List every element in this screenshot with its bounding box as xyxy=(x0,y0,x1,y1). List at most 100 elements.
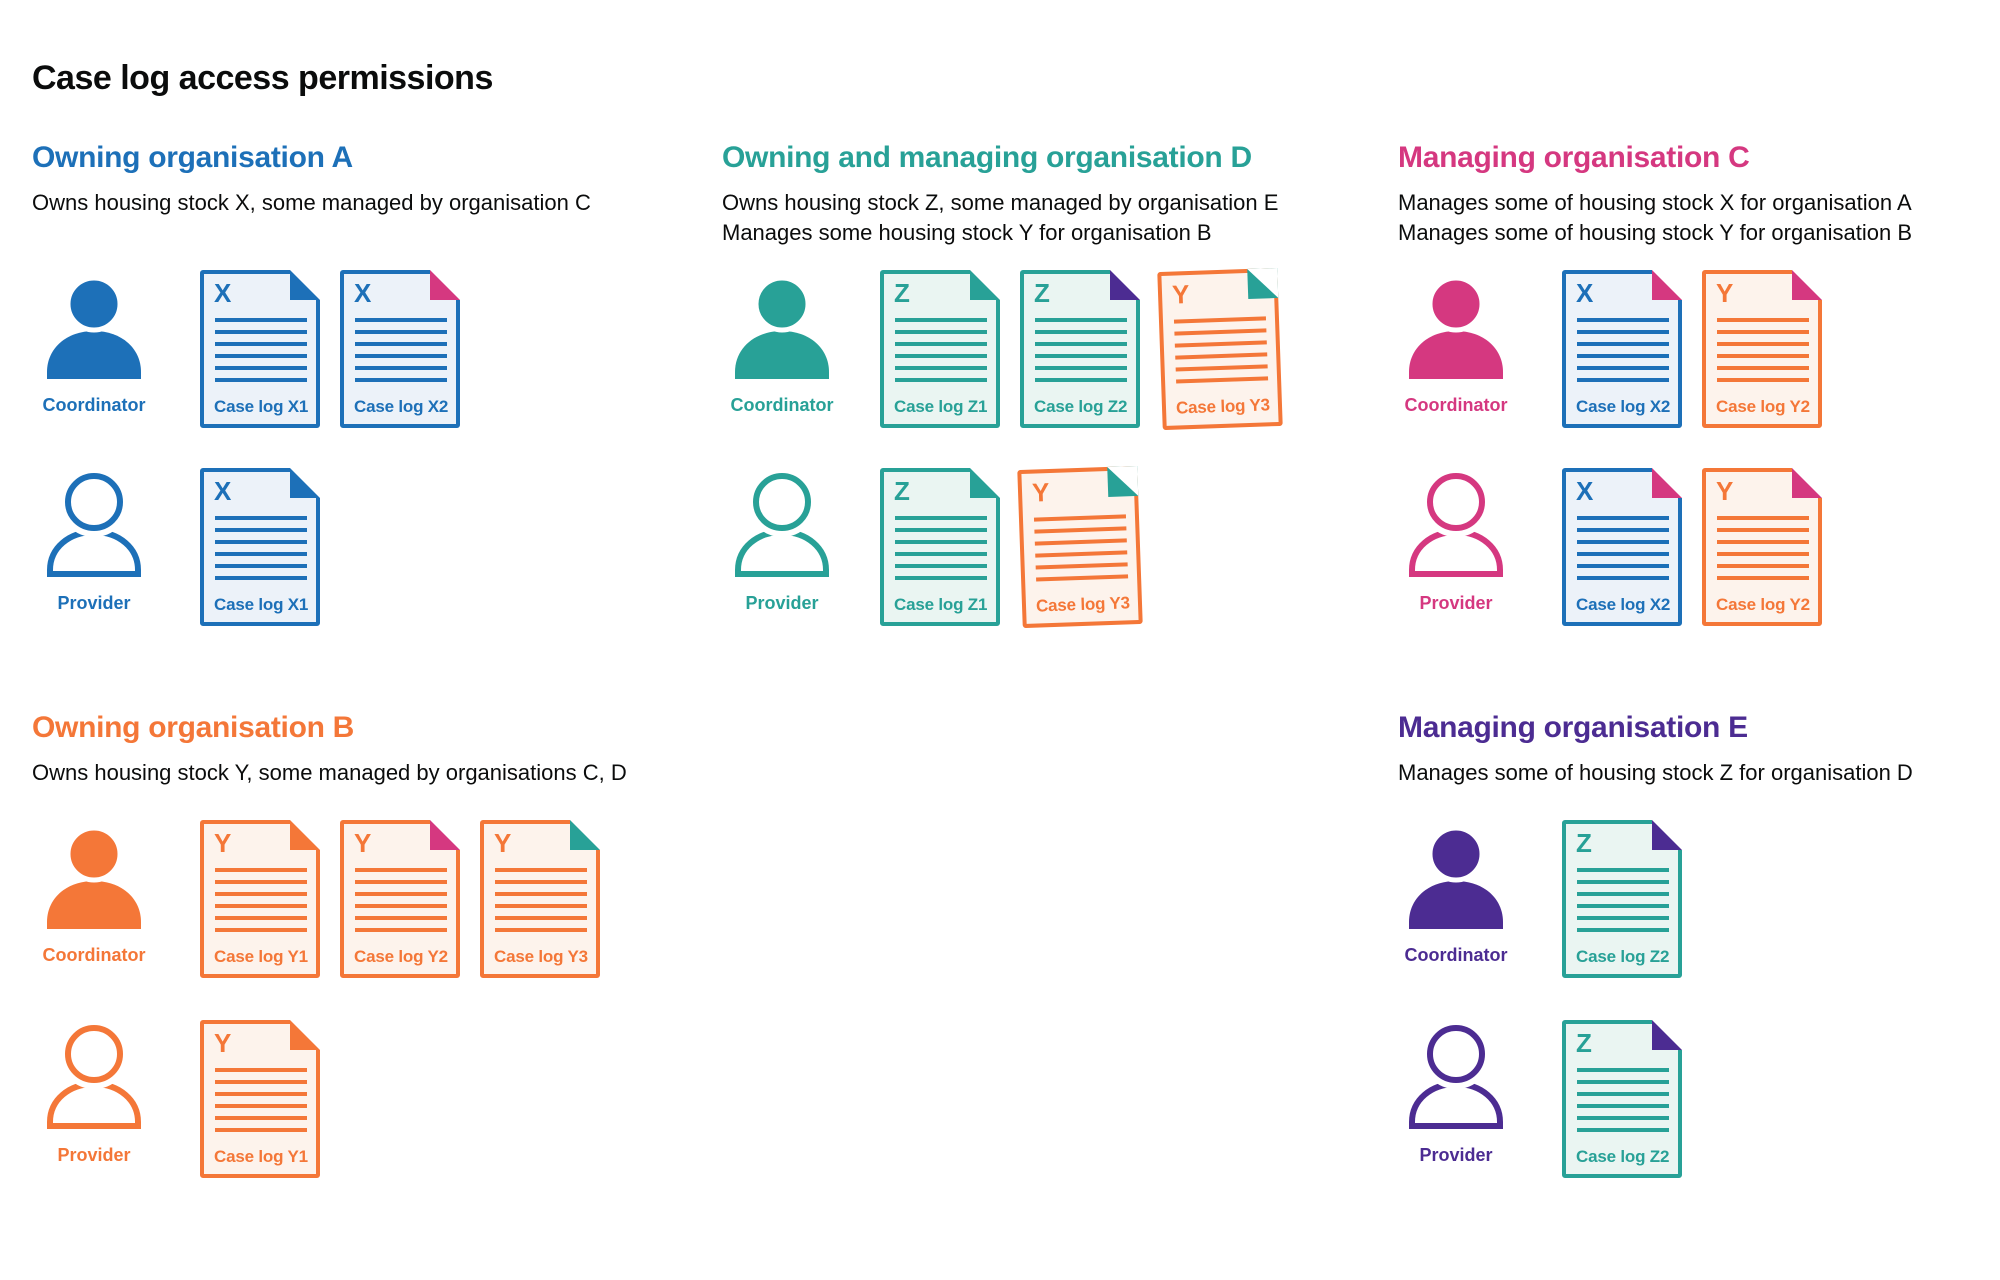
folded-corner-icon xyxy=(1652,468,1682,498)
stock-letter: Y xyxy=(214,828,232,858)
section-description: Manages some housing stock Y for organis… xyxy=(722,220,1212,245)
provider-label: Provider xyxy=(57,1145,131,1165)
text-line xyxy=(1577,366,1669,370)
case-log-document: Y Case log Y1 xyxy=(200,820,320,978)
coordinator-label: Coordinator xyxy=(42,395,146,415)
case-log-label: Case log Y1 xyxy=(214,947,308,966)
text-line xyxy=(355,318,447,322)
text-line xyxy=(1035,342,1127,346)
text-line xyxy=(355,868,447,872)
text-line xyxy=(1577,928,1669,932)
section-description: Manages some of housing stock Z for orga… xyxy=(1398,760,1913,785)
text-line xyxy=(895,552,987,556)
text-line xyxy=(1717,366,1809,370)
text-line xyxy=(1577,1092,1669,1096)
text-line xyxy=(895,378,987,382)
text-line xyxy=(1173,316,1267,324)
provider-label: Provider xyxy=(57,593,131,613)
coordinator-icon xyxy=(1407,275,1505,379)
case-log-document: Z Case log Z1 xyxy=(880,270,1000,428)
text-line xyxy=(1577,1104,1669,1108)
case-log-label: Case log X2 xyxy=(1576,595,1671,614)
document-text-lines xyxy=(1577,318,1669,390)
text-line xyxy=(1577,892,1669,896)
provider-label: Provider xyxy=(745,593,819,613)
text-line xyxy=(1717,540,1809,544)
text-line xyxy=(1035,318,1127,322)
stock-letter: Y xyxy=(214,1028,232,1058)
text-line xyxy=(1035,330,1127,334)
text-line xyxy=(355,378,447,382)
text-line xyxy=(215,354,307,358)
text-line xyxy=(1035,366,1127,370)
case-log-document: X Case log X1 xyxy=(200,270,320,428)
case-log-document: Y Case log Y3 xyxy=(1017,465,1143,629)
text-line xyxy=(1577,1116,1669,1120)
case-log-document: X Case log X2 xyxy=(340,270,460,428)
section-heading: Owning organisation A xyxy=(32,141,353,174)
case-log-label: Case log Y3 xyxy=(1175,395,1271,418)
text-line xyxy=(1033,514,1127,522)
folded-corner-icon xyxy=(290,820,320,850)
text-line xyxy=(355,904,447,908)
text-line xyxy=(215,564,307,568)
text-line xyxy=(215,928,307,932)
case-log-document: Z Case log Z2 xyxy=(1562,1020,1682,1178)
folded-corner-icon xyxy=(430,820,460,850)
document-text-lines xyxy=(215,1068,307,1140)
text-line xyxy=(1577,354,1669,358)
stock-letter: Z xyxy=(1034,278,1050,308)
case-log-document: Z Case log Z2 xyxy=(1020,270,1140,428)
text-line xyxy=(1036,574,1129,582)
case-log-label: Case log Y1 xyxy=(214,1147,308,1166)
stock-letter: Z xyxy=(1576,828,1592,858)
case-log-label: Case log Z2 xyxy=(1576,947,1670,966)
text-line xyxy=(1035,562,1128,570)
stock-letter: X xyxy=(354,278,372,308)
provider-icon xyxy=(1407,473,1505,577)
text-line xyxy=(1717,564,1809,568)
folded-corner-icon xyxy=(570,820,600,850)
text-line xyxy=(495,928,587,932)
coordinator-icon xyxy=(1407,825,1505,929)
case-log-label: Case log X1 xyxy=(214,397,309,416)
text-line xyxy=(355,354,447,358)
text-line xyxy=(895,330,987,334)
case-log-document: X Case log X2 xyxy=(1562,468,1682,626)
text-line xyxy=(1034,538,1127,546)
folded-corner-icon xyxy=(430,270,460,300)
text-line xyxy=(1577,576,1669,580)
provider-label: Provider xyxy=(1419,593,1493,613)
text-line xyxy=(215,528,307,532)
stock-letter: X xyxy=(1576,278,1594,308)
text-line xyxy=(215,366,307,370)
case-log-document: Z Case log Z2 xyxy=(1562,820,1682,978)
document-text-lines xyxy=(1717,318,1809,390)
case-log-label: Case log Y2 xyxy=(354,947,448,966)
text-line xyxy=(1035,354,1127,358)
case-log-label: Case log Z1 xyxy=(894,397,988,416)
case-log-document: Y Case log Y3 xyxy=(1157,267,1283,431)
text-line xyxy=(895,576,987,580)
text-line xyxy=(495,904,587,908)
coordinator-icon xyxy=(45,275,143,379)
coordinator-label: Coordinator xyxy=(1404,945,1508,965)
stock-letter: Y xyxy=(1716,476,1734,506)
section-heading: Managing organisation E xyxy=(1398,711,1748,744)
case-log-document: Z Case log Z1 xyxy=(880,468,1000,626)
text-line xyxy=(215,318,307,322)
text-line xyxy=(1175,352,1268,360)
text-line xyxy=(1176,376,1269,384)
case-log-label: Case log Y2 xyxy=(1716,397,1810,416)
section-description: Manages some of housing stock X for orga… xyxy=(1398,190,1912,215)
case-log-label: Case log Y3 xyxy=(1035,593,1131,616)
text-line xyxy=(1034,526,1127,534)
document-text-lines xyxy=(355,318,447,390)
text-line xyxy=(215,1104,307,1108)
stock-letter: Z xyxy=(894,278,910,308)
text-line xyxy=(495,916,587,920)
text-line xyxy=(355,342,447,346)
section-heading: Owning organisation B xyxy=(32,711,355,744)
case-log-document: X Case log X2 xyxy=(1562,270,1682,428)
stock-letter: Y xyxy=(494,828,512,858)
